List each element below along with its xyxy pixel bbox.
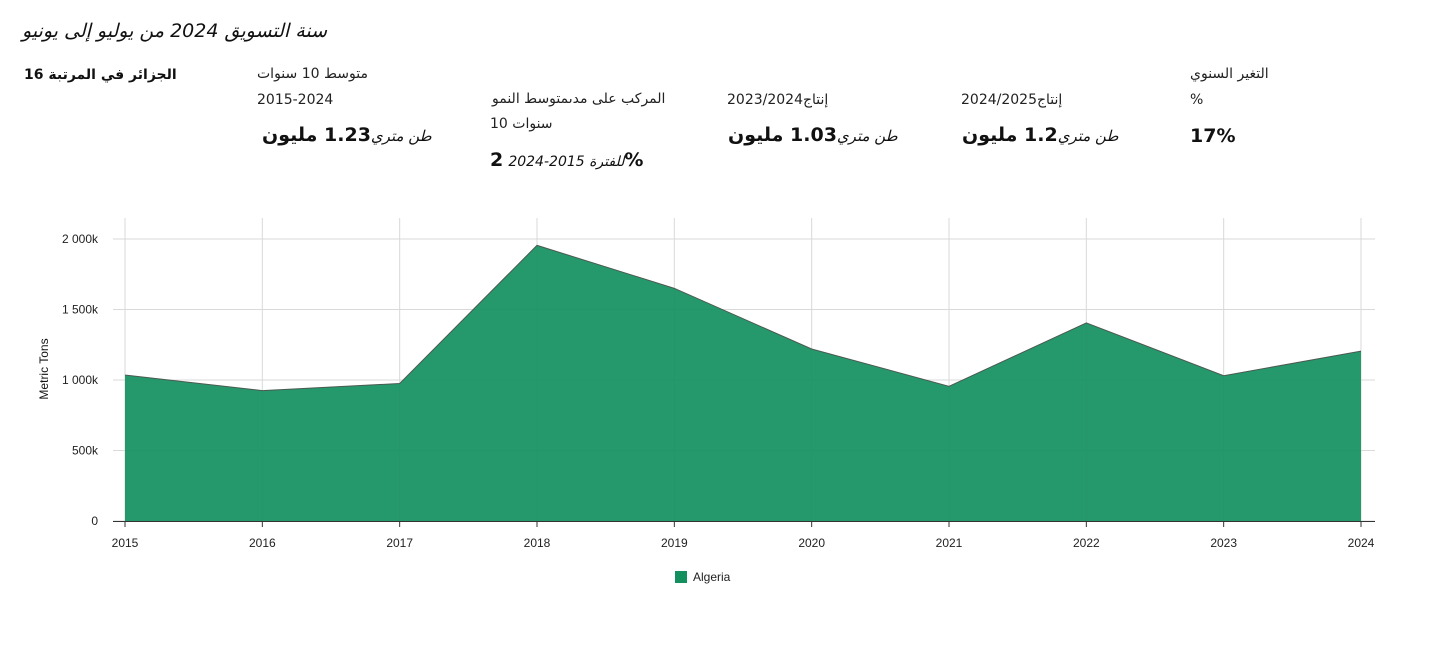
x-tick-label-7: 2022 (1073, 536, 1100, 550)
y-tick-label-4: 2 000k (62, 232, 99, 246)
y-tick-label-1: 500k (72, 444, 99, 458)
series-line-algeria (124, 244, 1362, 392)
cagr-value-group: للفترة 2015-2024 2% (490, 149, 643, 171)
prod2324-value: 1.03 مليون (728, 124, 837, 146)
x-tick-label-0: 2015 (112, 536, 139, 550)
yoy-label: التغير السنوي (1190, 66, 1269, 82)
prod2425-unit: طن متري (1057, 127, 1119, 145)
prod2324-value-group: طن متري1.03 مليون (728, 124, 898, 146)
y-tick-labels: 0 500k 1 000k 1 500k 2 000k (62, 232, 99, 528)
y-axis-label: Metric Tons (37, 338, 51, 399)
avg10-value: 1.23 مليون (262, 124, 371, 146)
prod2324-unit: طن متري (836, 127, 898, 145)
x-tick-label-4: 2019 (661, 536, 688, 550)
x-tick-label-3: 2018 (524, 536, 551, 550)
x-tick-labels: 2015 2016 2017 2018 2019 2020 2021 2022 2023 2024 (112, 536, 1375, 550)
avg10-unit: طن متري (370, 127, 432, 145)
rank-label: الجزائر في المرتبة 16 (24, 67, 177, 83)
prod2324-label: 2023/2024إنتاج (727, 92, 829, 108)
legend[interactable]: Algeria (675, 570, 730, 584)
prod2425-label: 2024/2025إنتاج (961, 92, 1063, 108)
y-tick-label-2: 1 000k (62, 373, 99, 387)
chart-title: سنة التسويق 2024 من يوليو إلى يونيو (22, 20, 328, 42)
prod2425-value-group: طن متري1.2 مليون (962, 124, 1118, 146)
x-tick-label-8: 2023 (1210, 536, 1237, 550)
x-tick-label-1: 2016 (249, 536, 276, 550)
avg10-value-group: طن متري1.23 مليون (262, 124, 432, 146)
x-tick-label-5: 2020 (798, 536, 825, 550)
axes (113, 521, 1375, 527)
yoy-label-percent: % (1190, 92, 1204, 108)
avg10-label: متوسط 10 سنوات (257, 66, 368, 82)
legend-label-algeria: Algeria (693, 570, 731, 584)
prod2425-value: 1.2 مليون (962, 124, 1058, 146)
y-tick-label-3: 1 500k (62, 303, 99, 317)
cagr-period: للفترة 2015-2024 (508, 154, 625, 170)
x-tick-label-6: 2021 (936, 536, 963, 550)
x-tick-label-9: 2024 (1348, 536, 1375, 550)
cagr-label: المركب على مدىمتوسط النمو (492, 91, 666, 107)
avg10-period: 2015-2024 (257, 92, 334, 108)
y-tick-label-0: 0 (91, 514, 98, 528)
legend-swatch (675, 571, 687, 583)
series-area-algeria (125, 245, 1361, 521)
cagr-label-years: 10 سنوات (490, 116, 553, 132)
cagr-value: 2% (490, 149, 644, 171)
x-tick-label-2: 2017 (386, 536, 413, 550)
yoy-value: 17% (1190, 125, 1236, 147)
